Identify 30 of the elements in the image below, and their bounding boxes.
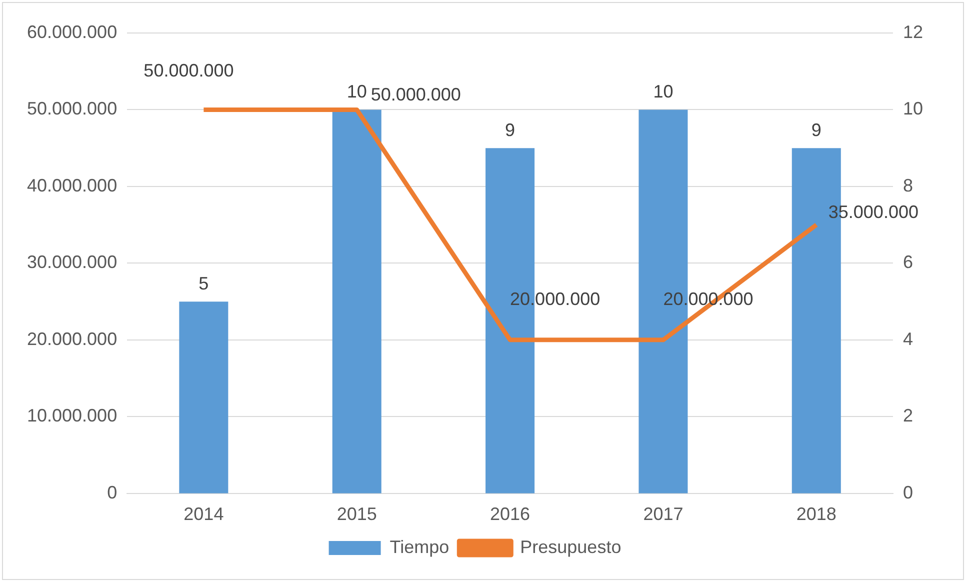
y-tick-label: 50.000.000 [26,98,118,119]
data-label: 9 [811,120,822,140]
y-tick-label: 10.000.000 [26,406,118,426]
y2-tick-label: 12 [902,22,924,42]
data-label: 9 [505,120,516,140]
y2-tick-label: 4 [902,328,913,349]
y-tick-label: 40.000.000 [26,175,118,196]
x-tick-label: 2017 [643,504,684,524]
y2-tick-label: 0 [902,482,913,502]
bar [179,302,228,494]
data-label: 50.000.000 [370,84,461,105]
legend-label: Tiempo [390,536,450,557]
y2-tick-label: 8 [902,175,913,196]
data-label: 50.000.000 [144,60,234,81]
data-label: 5 [198,274,209,294]
x-tick-label: 2014 [184,504,224,524]
data-label: 10 [346,82,367,102]
y-tick-label: 30.000.000 [26,252,118,272]
bar [332,110,382,494]
y-tick-label: 60.000.000 [26,22,118,42]
x-tick-label: 2018 [796,504,836,524]
y-tick-label: 0 [107,482,118,502]
x-tick-label: 2016 [490,504,530,524]
x-tick-label: 2015 [336,504,377,524]
data-label: 10 [653,82,674,102]
y2-tick-label: 2 [902,406,913,426]
y2-tick-label: 6 [902,252,913,272]
legend-label: Presupuesto [520,536,622,557]
y-tick-label: 20.000.000 [26,328,118,349]
y2-tick-label: 10 [902,98,924,119]
